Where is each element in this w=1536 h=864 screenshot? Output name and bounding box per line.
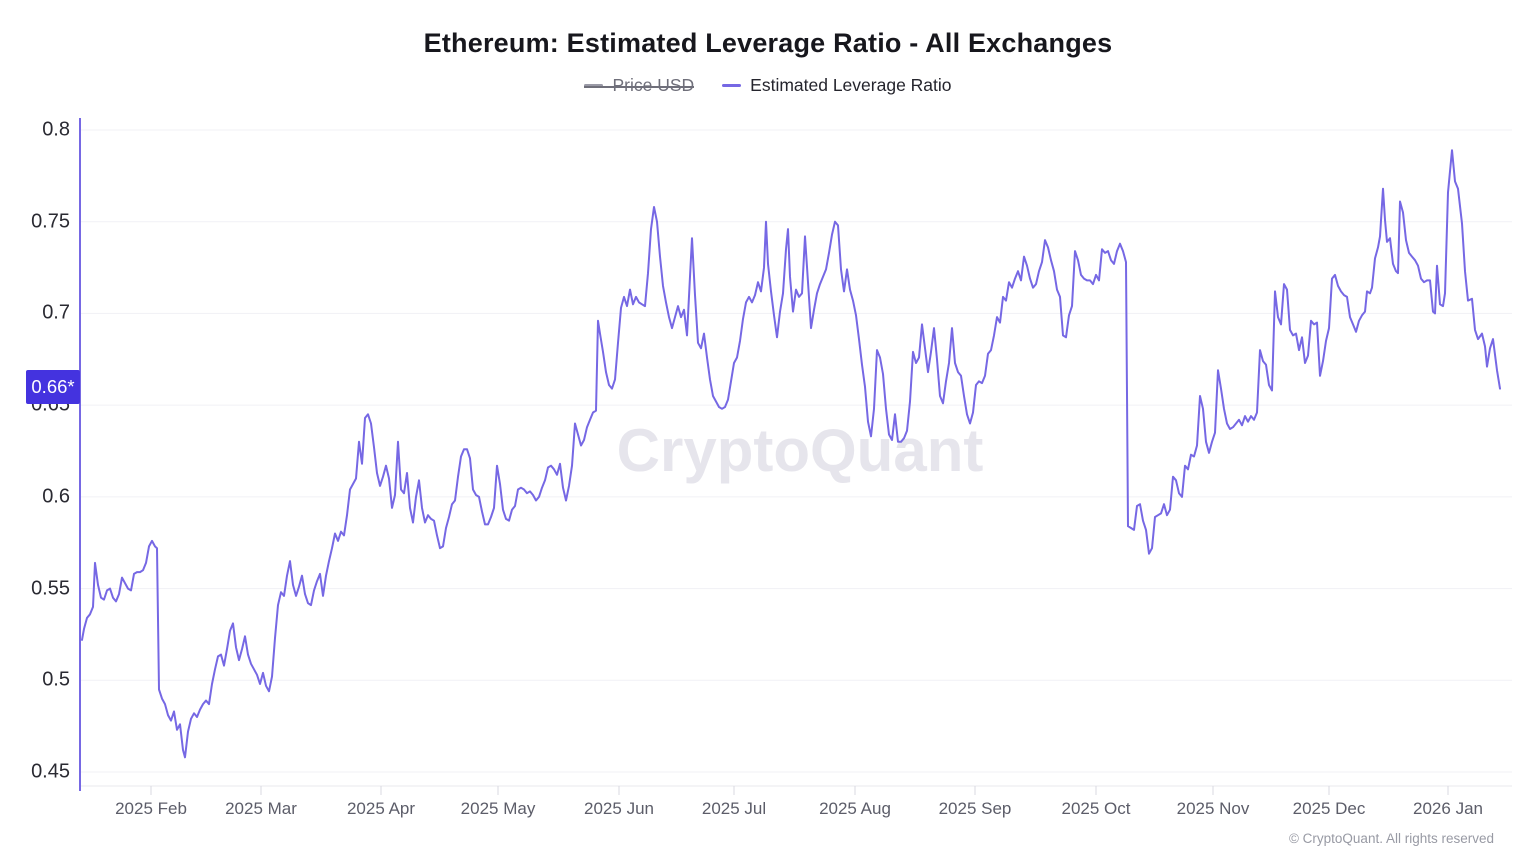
x-tick-label: 2025 Jun (584, 799, 654, 818)
x-tick-label: 2025 May (460, 799, 536, 818)
y-tick-label: 0.8 (42, 118, 70, 141)
watermark: CryptoQuant (616, 417, 984, 484)
x-tick-label: 2025 Oct (1061, 799, 1131, 818)
y-tick-label: 0.6 (42, 485, 70, 508)
x-tick-label: 2025 Mar (225, 799, 297, 818)
legend-dash-leverage-ratio-icon (722, 84, 742, 87)
page-title: Ethereum: Estimated Leverage Ratio - All… (423, 28, 1113, 58)
y-tick-label: 0.75 (31, 210, 70, 233)
x-tick-label: 2025 Feb (115, 799, 187, 818)
y-tick-label: 0.5 (42, 668, 70, 691)
copyright-notice: © CryptoQuant. All rights reserved (1288, 831, 1494, 846)
x-tick-label: 2025 Dec (1292, 799, 1366, 818)
legend-item-leverage-ratio[interactable]: Estimated Leverage Ratio (722, 75, 952, 96)
leverage-ratio-series-line (81, 149, 1501, 759)
x-tick-label: 2026 Jan (1413, 799, 1483, 818)
x-tick-label: 2025 Aug (819, 799, 891, 818)
y-tick-label: 0.7 (42, 301, 70, 324)
current-value-badge: 0.66* (26, 369, 80, 404)
legend: Price USD Estimated Leverage Ratio (0, 75, 1536, 96)
legend-item-price-usd[interactable]: Price USD (584, 75, 694, 96)
y-tick-label: 0.45 (31, 760, 70, 783)
x-tick-label: 2025 Nov (1176, 799, 1250, 818)
x-tick-label: 2025 Sep (938, 799, 1012, 818)
legend-label-leverage-ratio: Estimated Leverage Ratio (750, 75, 952, 95)
x-tick-label: 2025 Apr (346, 799, 416, 818)
y-tick-label: 0.55 (31, 577, 70, 600)
x-tick-label: 2025 Jul (701, 799, 767, 818)
